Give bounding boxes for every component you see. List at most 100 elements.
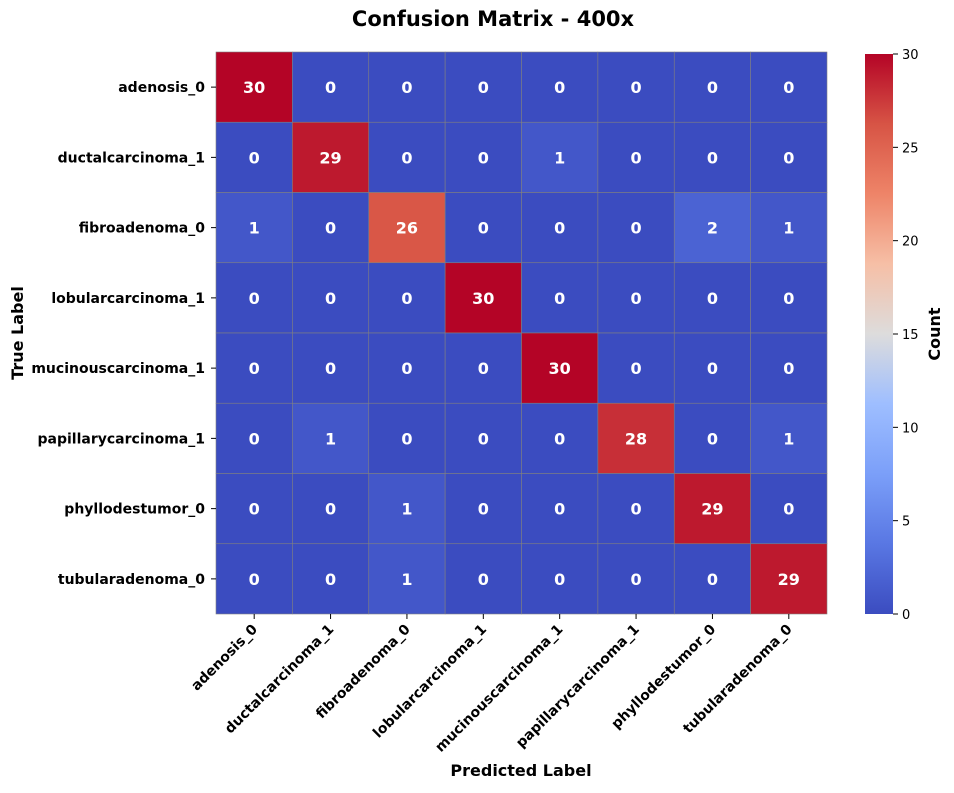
cell-value-label: 1 bbox=[783, 219, 794, 238]
heatmap-cell bbox=[444, 192, 522, 264]
heatmap-cell bbox=[444, 121, 522, 193]
x-tick-label: mucinouscarcinoma_1 bbox=[432, 622, 566, 756]
heatmap-cell bbox=[673, 262, 751, 334]
cell-value-label: 0 bbox=[401, 429, 412, 448]
heatmap-cell bbox=[521, 192, 599, 264]
cell-value-label: 0 bbox=[554, 500, 565, 519]
cell-value-label: 1 bbox=[401, 500, 412, 519]
colorbar-tick-label: 30 bbox=[902, 48, 919, 63]
cell-value-label: 0 bbox=[325, 570, 336, 589]
heatmap-cell bbox=[292, 192, 370, 264]
heatmap-cell bbox=[750, 51, 828, 123]
heatmap-cell bbox=[521, 543, 599, 615]
heatmap-cell bbox=[597, 473, 675, 545]
cell-value-label: 0 bbox=[554, 219, 565, 238]
heatmap-cell bbox=[750, 402, 828, 474]
cell-value-label: 30 bbox=[549, 359, 571, 378]
colorbar-label: Count bbox=[925, 307, 944, 361]
heatmap-cell bbox=[750, 192, 828, 264]
cell-value-label: 0 bbox=[554, 289, 565, 308]
heatmap-cell bbox=[444, 51, 522, 123]
cell-value-label: 0 bbox=[783, 289, 794, 308]
cell-value-label: 0 bbox=[783, 500, 794, 519]
cell-value-label: 0 bbox=[325, 289, 336, 308]
cell-value-label: 0 bbox=[630, 500, 641, 519]
heatmap-cell bbox=[215, 192, 293, 264]
cell-value-label: 0 bbox=[249, 429, 260, 448]
cell-value-label: 1 bbox=[554, 148, 565, 167]
heatmap-cell bbox=[521, 402, 599, 474]
cell-value-label: 30 bbox=[243, 78, 265, 97]
x-axis-label: Predicted Label bbox=[450, 761, 591, 780]
cell-value-label: 0 bbox=[249, 500, 260, 519]
heatmap-cell bbox=[673, 402, 751, 474]
y-tick-label: fibroadenoma_0 bbox=[79, 221, 206, 237]
heatmap-cell bbox=[597, 402, 675, 474]
heatmap-cell bbox=[597, 543, 675, 615]
heatmap-cell bbox=[215, 262, 293, 334]
cell-value-label: 0 bbox=[478, 78, 489, 97]
heatmap-cell bbox=[597, 332, 675, 404]
cell-value-label: 0 bbox=[325, 500, 336, 519]
heatmap-cell bbox=[597, 121, 675, 193]
heatmap-cell bbox=[521, 262, 599, 334]
heatmap-cell bbox=[597, 192, 675, 264]
heatmap-cell bbox=[597, 51, 675, 123]
cell-value-label: 0 bbox=[630, 78, 641, 97]
cell-value-label: 0 bbox=[249, 289, 260, 308]
y-tick-label: mucinouscarcinoma_1 bbox=[31, 361, 205, 377]
cell-value-label: 29 bbox=[319, 148, 341, 167]
heatmap-cell bbox=[750, 543, 828, 615]
heatmap-cell bbox=[521, 332, 599, 404]
cell-value-label: 0 bbox=[707, 148, 718, 167]
cell-value-label: 29 bbox=[701, 500, 723, 519]
cell-value-label: 0 bbox=[554, 429, 565, 448]
cell-value-label: 0 bbox=[630, 289, 641, 308]
cell-value-label: 1 bbox=[401, 570, 412, 589]
cell-value-label: 29 bbox=[778, 570, 800, 589]
heatmap-cell bbox=[444, 262, 522, 334]
cell-value-label: 0 bbox=[478, 359, 489, 378]
cell-value-label: 0 bbox=[478, 429, 489, 448]
cell-value-label: 0 bbox=[401, 148, 412, 167]
cell-value-label: 28 bbox=[625, 429, 647, 448]
heatmap-cell bbox=[673, 473, 751, 545]
heatmap-cell bbox=[368, 332, 446, 404]
cell-value-label: 30 bbox=[472, 289, 494, 308]
heatmap-cell bbox=[368, 262, 446, 334]
heatmap-cell bbox=[444, 332, 522, 404]
heatmap-cell bbox=[521, 473, 599, 545]
cell-value-label: 0 bbox=[401, 289, 412, 308]
cell-value-label: 1 bbox=[249, 219, 260, 238]
cell-value-label: 0 bbox=[630, 359, 641, 378]
heatmap-cell bbox=[368, 51, 446, 123]
cell-value-label: 0 bbox=[249, 359, 260, 378]
cell-value-label: 0 bbox=[783, 78, 794, 97]
cell-value-label: 0 bbox=[630, 148, 641, 167]
cell-value-label: 0 bbox=[325, 219, 336, 238]
heatmap-cell bbox=[215, 473, 293, 545]
heatmap-cell bbox=[215, 51, 293, 123]
y-tick-label: tubularadenoma_0 bbox=[58, 572, 205, 588]
y-axis-ticks: adenosis_0 ductalcarcinoma_1 fibroadenoma_… bbox=[31, 80, 216, 588]
cell-value-label: 0 bbox=[478, 500, 489, 519]
cell-value-label: 1 bbox=[783, 429, 794, 448]
y-tick-label: ductalcarcinoma_1 bbox=[58, 150, 205, 166]
y-axis-label: True Label bbox=[8, 286, 27, 380]
colorbar-tick-label: 10 bbox=[902, 421, 919, 436]
cell-value-label: 0 bbox=[554, 570, 565, 589]
cell-value-label: 0 bbox=[478, 148, 489, 167]
cell-value-label: 0 bbox=[707, 289, 718, 308]
colorbar-tick-label: 20 bbox=[902, 235, 919, 250]
heatmap-cell bbox=[368, 192, 446, 264]
colorbar-tick-label: 5 bbox=[902, 515, 910, 530]
heatmap-cell bbox=[292, 121, 370, 193]
heatmap-cells: 30 0 0 0 0 0 0 0 0 29 0 0 1 0 0 0 1 0 26 0 0 0 2 1 0 0 0 30 0 0 0 0 0 0 0 0… bbox=[215, 51, 828, 615]
cell-value-label: 0 bbox=[249, 148, 260, 167]
heatmap-cell bbox=[292, 51, 370, 123]
cell-value-label: 0 bbox=[401, 359, 412, 378]
cell-value-label: 1 bbox=[325, 429, 336, 448]
chart-title: Confusion Matrix - 400x bbox=[352, 7, 635, 31]
